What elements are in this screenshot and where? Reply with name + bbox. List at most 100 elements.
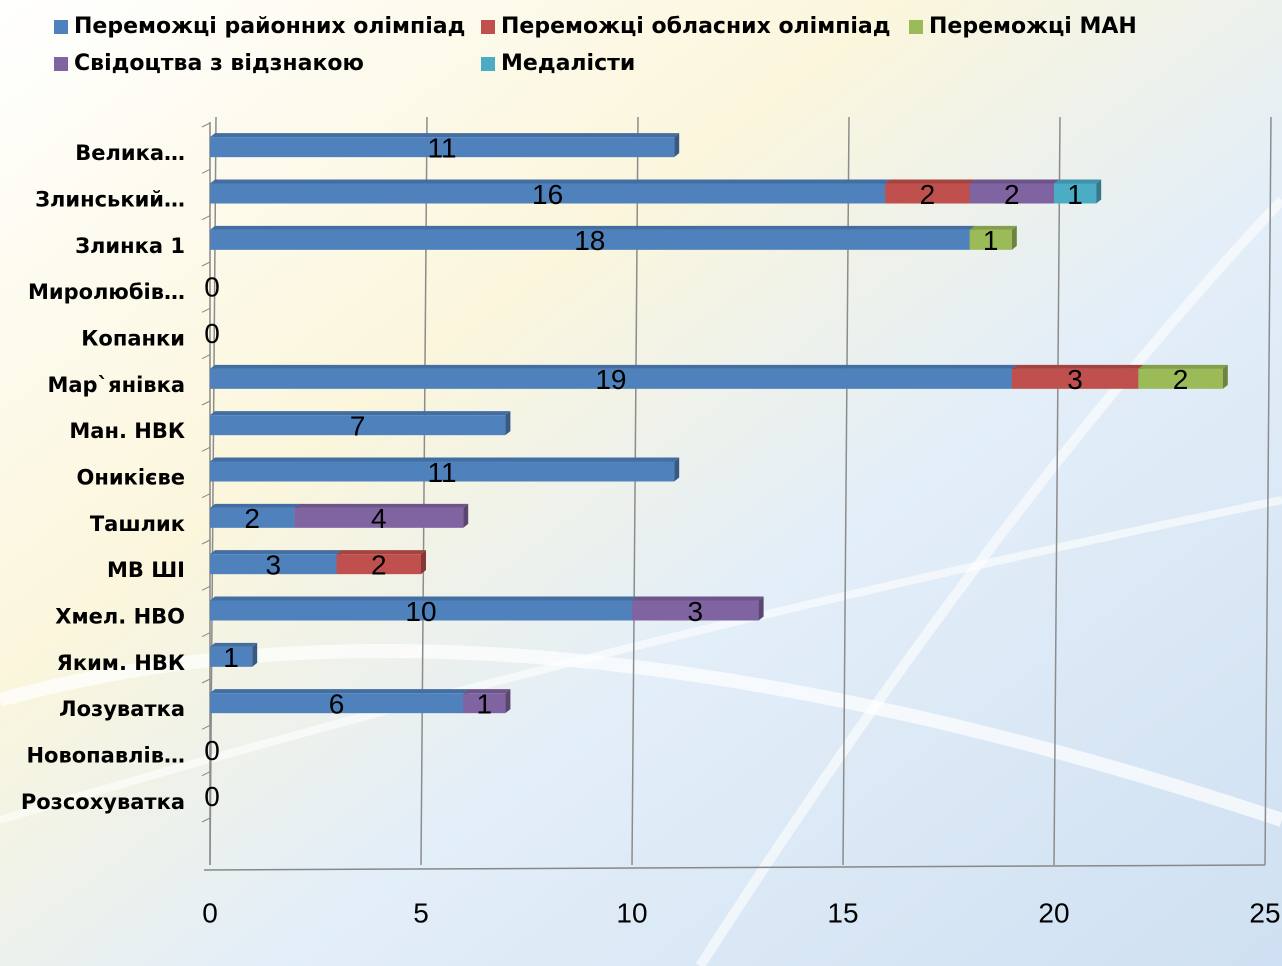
- x-tick-label: 10: [616, 897, 647, 928]
- bar-top: [210, 411, 511, 416]
- y-tick: [201, 307, 211, 313]
- bar-top: [969, 179, 1059, 184]
- bar-face: [210, 461, 675, 482]
- bar-face: [210, 554, 337, 575]
- data-label: 11: [428, 457, 457, 488]
- data-label: 7: [350, 411, 366, 442]
- data-label: 11: [428, 133, 457, 164]
- bar-face: [632, 600, 759, 621]
- bar-top: [463, 689, 511, 694]
- legend-swatch: [54, 20, 68, 34]
- x-tick-label: 0: [202, 897, 218, 928]
- bar-top: [969, 225, 1017, 230]
- bar-side: [758, 596, 764, 621]
- bar-top: [294, 503, 469, 508]
- y-tick: [201, 400, 211, 406]
- bar-segment: [969, 225, 1017, 250]
- y-tick: [201, 354, 211, 360]
- y-tick: [201, 122, 211, 128]
- bar-top: [885, 179, 975, 184]
- bar-side: [463, 503, 469, 528]
- bar-face: [294, 507, 464, 528]
- category-label: Злинський…: [35, 188, 185, 212]
- bar-side: [1096, 179, 1102, 204]
- bar-segment: [336, 550, 426, 575]
- bar-face: [210, 137, 675, 158]
- bar-face: [336, 554, 421, 575]
- bar-side: [674, 133, 680, 158]
- data-label: 10: [405, 596, 436, 627]
- bar-segment: [210, 225, 975, 250]
- bar-segment: [1054, 179, 1102, 204]
- grid-line: [1053, 116, 1061, 866]
- bar-segment: [632, 596, 764, 621]
- category-label: Велика…: [75, 141, 185, 165]
- bar-face: [210, 693, 464, 714]
- bar-side: [1222, 364, 1228, 389]
- y-tick: [201, 771, 211, 777]
- grid-line: [1264, 116, 1272, 866]
- bar-face: [969, 183, 1054, 204]
- bar-top: [210, 689, 469, 694]
- bar-side: [1011, 225, 1017, 250]
- bar-top: [210, 179, 891, 184]
- category-label: Лозуватка: [59, 697, 185, 721]
- legend-swatch: [54, 57, 68, 71]
- bar-face: [1138, 368, 1223, 389]
- bar-segment: [210, 364, 1017, 389]
- legend-label: Медалісти: [501, 51, 635, 76]
- y-tick: [201, 215, 211, 221]
- bar-top: [210, 596, 637, 601]
- category-label: Миролюбів…: [28, 280, 185, 304]
- y-tick: [201, 724, 211, 730]
- x-tick-label: 5: [413, 897, 429, 928]
- data-label: 16: [532, 179, 563, 210]
- legend-swatch: [909, 20, 923, 34]
- y-tick: [201, 261, 211, 267]
- bar-face: [969, 229, 1012, 250]
- data-label: 0: [204, 781, 220, 812]
- bar-segment: [1138, 364, 1228, 389]
- bar-segment: [210, 642, 258, 667]
- category-label: Яким. НВК: [57, 651, 185, 675]
- category-label: Хмел. НВО: [55, 605, 185, 629]
- x-tick-label: 15: [827, 897, 858, 928]
- bar-top: [210, 225, 975, 230]
- data-label: 3: [1067, 364, 1083, 395]
- bar-top: [210, 457, 680, 462]
- category-label: Мар`янівка: [47, 373, 185, 397]
- category-label: Ташлик: [90, 512, 185, 536]
- decor: [695, 196, 1282, 966]
- data-label: 4: [371, 503, 387, 534]
- x-axis: [203, 864, 1266, 871]
- bar-top: [1011, 364, 1144, 369]
- category-label: Розсохуватка: [21, 790, 185, 814]
- bar-segment: [885, 179, 975, 204]
- bar-segment: [210, 133, 680, 158]
- category-label: Ман. НВК: [69, 419, 185, 443]
- bar-side: [421, 550, 426, 575]
- y-tick: [201, 817, 211, 823]
- data-label: 3: [688, 596, 704, 627]
- y-tick: [201, 632, 211, 638]
- data-label: 1: [983, 225, 999, 256]
- bar-top: [210, 642, 258, 647]
- bar-side: [505, 689, 511, 714]
- y-tick: [201, 678, 211, 684]
- decor: [0, 496, 1282, 824]
- data-label: 0: [204, 272, 220, 303]
- bar-segment: [210, 596, 637, 621]
- bar-face: [210, 183, 886, 204]
- x-tick-label: 20: [1038, 897, 1069, 928]
- bar-face: [210, 229, 970, 250]
- bar-face: [210, 415, 506, 436]
- bar-side: [505, 411, 511, 436]
- data-label: 19: [595, 364, 626, 395]
- data-label: 1: [1067, 179, 1083, 210]
- bar-side: [252, 642, 258, 667]
- bar-segment: [210, 457, 680, 482]
- bar-top: [210, 364, 1017, 369]
- category-label: МВ ШІ: [107, 558, 185, 582]
- data-label: 2: [1004, 179, 1020, 210]
- y-tick: [201, 168, 211, 174]
